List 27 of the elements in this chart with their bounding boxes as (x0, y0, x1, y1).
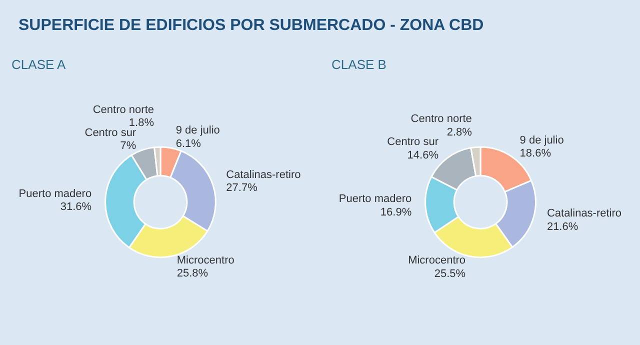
chart-subtitle: CLASE A (12, 56, 66, 72)
slice-label: Centro sur (387, 136, 439, 148)
data-label: 21.6% (546, 220, 578, 233)
data-label: 27.7% (226, 182, 258, 194)
data-label: 2.8% (446, 126, 472, 138)
data-label: 31.6% (60, 201, 92, 214)
data-label: 1.8% (128, 117, 154, 130)
slice-label: Microcentro (408, 254, 466, 267)
chart-subtitle: CLASE B (332, 56, 386, 72)
data-label: 25.8% (176, 267, 208, 280)
slice-label: Centro norte (410, 113, 472, 126)
data-label: 18.6% (520, 148, 552, 160)
slice-label: 9 de julio (520, 134, 564, 146)
data-label: 7% (120, 140, 136, 152)
data-label: 25.5% (434, 268, 466, 280)
slice-label: Catalinas-retiro (546, 208, 622, 220)
slice-label: Puerto madero (18, 188, 92, 200)
slice-label: Microcentro (176, 254, 234, 266)
data-label: 16.9% (380, 206, 412, 218)
slice-label: Centro norte (92, 104, 154, 116)
slice-label: Catalinas-retiro (226, 168, 301, 181)
slice-label: Centro sur (84, 127, 136, 139)
chart-title: SUPERFICIE DE EDIFICIOS POR SUBMERCADO - ZONA CBD (18, 17, 484, 34)
slice-label: 9 de julio (176, 124, 220, 137)
slice-label: Puerto madero (338, 193, 412, 206)
data-label: 6.1% (176, 138, 202, 150)
data-label: 14.6% (407, 149, 439, 162)
